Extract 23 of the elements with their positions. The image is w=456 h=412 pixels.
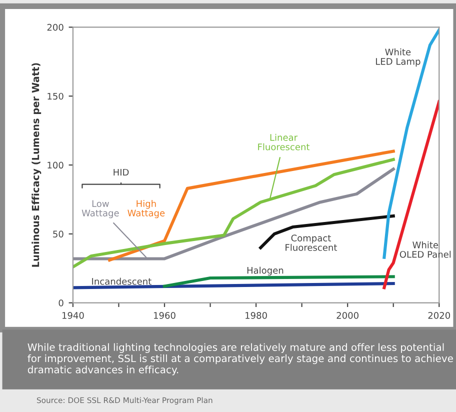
series-label: White LED Lamp	[376, 48, 420, 67]
series-label: Halogen	[247, 266, 284, 276]
line-series	[259, 214, 395, 250]
series-label: Compact Fluorescent	[286, 234, 337, 251]
x-tick-label: 1960	[154, 312, 176, 319]
series-label: White OLED Panel	[400, 241, 451, 258]
y-tick-label: 100	[48, 162, 64, 169]
series-label: Incandescent	[92, 278, 152, 285]
text: Linear Fluorescent	[258, 134, 310, 150]
line-series	[72, 168, 395, 260]
y-tick-label: 150	[48, 92, 64, 100]
y-axis-title: Luminous Efficacy (Lumens per Watt)	[32, 63, 42, 267]
y-tick-label: 0	[58, 300, 64, 306]
y-tick-label: 50	[53, 230, 64, 238]
series-label: High Wattage	[128, 200, 165, 218]
annotation: HID	[114, 168, 129, 176]
text: Low Wattage	[82, 200, 119, 218]
text: While traditional lighting technologies are relatively mature and offer less potential for improvement, SSL is still at a comparatively early stage and continues to achieve dramatic advances in efficacy.	[28, 343, 453, 376]
x-tick-label: 2000	[336, 312, 358, 319]
x-tick-label: 2020	[428, 312, 450, 319]
x-tick-label: 1940	[62, 312, 84, 319]
x-tick-label: 1980	[246, 312, 267, 319]
y-tick-label: 200	[47, 24, 64, 31]
